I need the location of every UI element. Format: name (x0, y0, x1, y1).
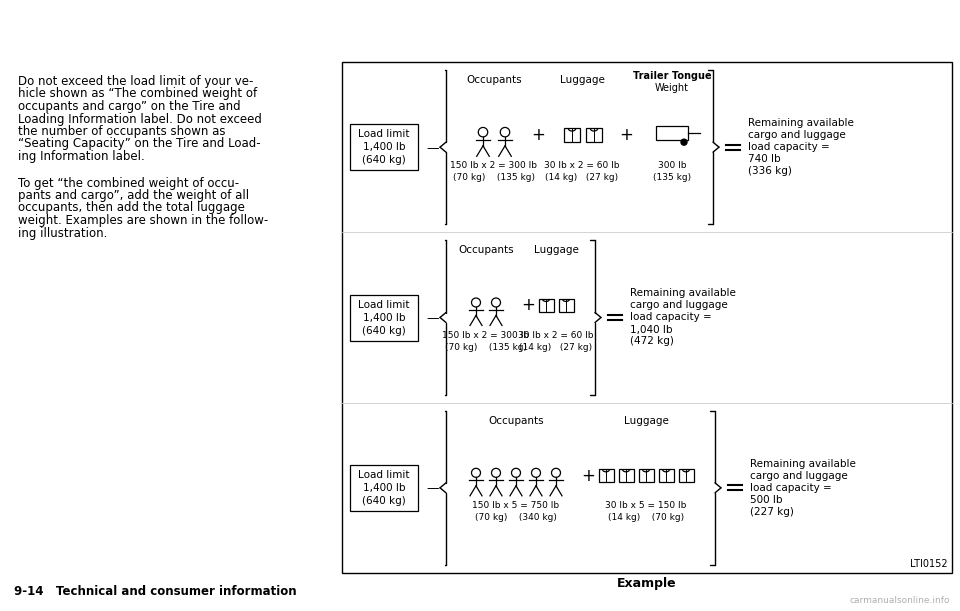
Text: —: — (426, 482, 439, 496)
Text: Luggage: Luggage (624, 415, 668, 426)
Text: “Seating Capacity” on the Tire and Load-: “Seating Capacity” on the Tire and Load- (18, 137, 260, 150)
Text: load capacity =: load capacity = (748, 142, 829, 152)
Text: Remaining available: Remaining available (630, 288, 736, 299)
Text: 150 lb x 2 = 300 lb: 150 lb x 2 = 300 lb (450, 161, 538, 170)
Text: 30 lb x 2 = 60 lb: 30 lb x 2 = 60 lb (544, 161, 620, 170)
Text: Trailer Tongue: Trailer Tongue (633, 71, 711, 81)
Text: +: + (619, 126, 633, 144)
Text: Load limit: Load limit (358, 470, 410, 480)
Text: LTI0152: LTI0152 (910, 559, 948, 569)
Bar (559, 299, 573, 312)
Text: 1,400 lb: 1,400 lb (363, 142, 405, 152)
Bar (539, 299, 554, 312)
Text: the number of occupants shown as: the number of occupants shown as (18, 125, 226, 138)
Text: cargo and luggage: cargo and luggage (750, 471, 848, 481)
Bar (564, 128, 580, 142)
Bar (350, 295, 418, 340)
Text: 1,400 lb: 1,400 lb (363, 312, 405, 323)
Text: Occupants: Occupants (458, 246, 514, 255)
Bar (679, 469, 693, 482)
Text: Remaining available: Remaining available (748, 118, 853, 128)
Text: (14 kg)   (27 kg): (14 kg) (27 kg) (545, 173, 618, 181)
Text: weight. Examples are shown in the follow-: weight. Examples are shown in the follow… (18, 214, 268, 227)
Text: —: — (426, 142, 439, 155)
Text: (70 kg)    (340 kg): (70 kg) (340 kg) (475, 513, 557, 522)
Text: (640 kg): (640 kg) (362, 155, 406, 165)
Text: (472 kg): (472 kg) (630, 337, 674, 346)
Text: (336 kg): (336 kg) (748, 166, 792, 176)
Text: ing illustration.: ing illustration. (18, 227, 108, 240)
Text: +: + (521, 296, 535, 315)
Text: (227 kg): (227 kg) (750, 507, 794, 517)
Text: (640 kg): (640 kg) (362, 326, 406, 335)
Text: carmanualsonline.info: carmanualsonline.info (850, 596, 950, 605)
Text: —: — (426, 312, 439, 325)
Text: (70 kg)    (135 kg): (70 kg) (135 kg) (445, 343, 527, 352)
Text: (135 kg): (135 kg) (653, 173, 691, 181)
Bar (618, 469, 634, 482)
Text: +: + (581, 467, 595, 485)
Text: Loading Information label. Do not exceed: Loading Information label. Do not exceed (18, 112, 262, 125)
Bar (638, 469, 654, 482)
Text: (70 kg)    (135 kg): (70 kg) (135 kg) (453, 173, 535, 181)
Bar (598, 469, 613, 482)
Text: Occupants: Occupants (489, 415, 543, 426)
Text: Occupants: Occupants (467, 75, 522, 85)
Text: pants and cargo”, add the weight of all: pants and cargo”, add the weight of all (18, 189, 250, 202)
Text: cargo and luggage: cargo and luggage (748, 130, 846, 140)
Text: 150 lb x 2 = 300 lb: 150 lb x 2 = 300 lb (443, 331, 530, 340)
Text: (640 kg): (640 kg) (362, 496, 406, 506)
Text: Luggage: Luggage (534, 246, 579, 255)
Text: 1,400 lb: 1,400 lb (363, 483, 405, 493)
Bar (659, 469, 674, 482)
Text: To get “the combined weight of occu-: To get “the combined weight of occu- (18, 177, 239, 189)
Text: load capacity =: load capacity = (750, 483, 831, 493)
Bar (350, 124, 418, 170)
Text: Example: Example (617, 577, 677, 590)
Text: 9-14   Technical and consumer information: 9-14 Technical and consumer information (14, 585, 297, 598)
Text: +: + (531, 126, 545, 144)
Text: 740 lb: 740 lb (748, 154, 780, 164)
Text: ing Information label.: ing Information label. (18, 150, 145, 163)
Text: hicle shown as “The combined weight of: hicle shown as “The combined weight of (18, 87, 257, 100)
Text: 30 lb x 5 = 150 lb: 30 lb x 5 = 150 lb (606, 502, 686, 510)
Circle shape (681, 139, 687, 145)
Text: Load limit: Load limit (358, 299, 410, 310)
Text: occupants, then add the total luggage: occupants, then add the total luggage (18, 202, 245, 214)
Text: load capacity =: load capacity = (630, 312, 711, 323)
Text: occupants and cargo” on the Tire and: occupants and cargo” on the Tire and (18, 100, 241, 113)
Text: Luggage: Luggage (560, 75, 605, 85)
Text: (14 kg)   (27 kg): (14 kg) (27 kg) (519, 343, 592, 352)
Text: 30 lb x 2 = 60 lb: 30 lb x 2 = 60 lb (518, 331, 593, 340)
Text: (14 kg)    (70 kg): (14 kg) (70 kg) (608, 513, 684, 522)
Bar (350, 465, 418, 511)
Text: 1,040 lb: 1,040 lb (630, 324, 673, 334)
Bar (656, 126, 688, 140)
Text: Do not exceed the load limit of your ve-: Do not exceed the load limit of your ve- (18, 75, 253, 88)
Bar (587, 128, 602, 142)
Text: cargo and luggage: cargo and luggage (630, 301, 728, 310)
Text: Weight: Weight (655, 83, 689, 93)
Bar (342, 62, 952, 573)
Text: 500 lb: 500 lb (750, 495, 782, 505)
Text: Load limit: Load limit (358, 129, 410, 139)
Text: 300 lb: 300 lb (658, 161, 686, 170)
Text: 150 lb x 5 = 750 lb: 150 lb x 5 = 750 lb (472, 502, 560, 510)
Text: Remaining available: Remaining available (750, 459, 856, 469)
